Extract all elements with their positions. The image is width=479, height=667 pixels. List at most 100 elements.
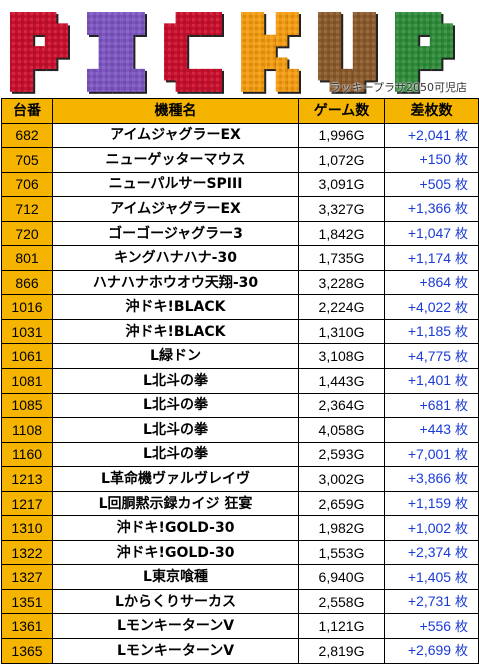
machine-number-cell: 705 bbox=[1, 147, 53, 173]
machine-number-cell: 1322 bbox=[1, 539, 53, 566]
coin-difference-cell: +864 枚 bbox=[384, 269, 479, 296]
coin-difference-cell: +1,401 枚 bbox=[384, 368, 479, 394]
coin-unit: 枚 bbox=[454, 619, 468, 635]
coin-difference-value: +1,159 bbox=[407, 495, 452, 512]
coin-difference-cell: +3,866 枚 bbox=[384, 466, 479, 492]
machine-name-cell: 沖ドキ!BLACK bbox=[52, 294, 299, 320]
coin-difference-value: +4,775 bbox=[407, 347, 452, 364]
machine-name-cell: 沖ドキ!BLACK bbox=[52, 318, 299, 345]
table-row: 712 アイムジャグラーEX 3,327G +1,366 枚 bbox=[1, 196, 479, 222]
coin-unit: 枚 bbox=[454, 521, 468, 537]
game-count-cell: 2,819G bbox=[298, 638, 385, 664]
table-row: 1365 LモンキーターンV 2,819G +2,699 枚 bbox=[1, 638, 479, 664]
machine-number-cell: 801 bbox=[1, 245, 53, 271]
coin-unit: 枚 bbox=[454, 128, 468, 144]
coin-unit: 枚 bbox=[454, 202, 468, 218]
game-count-cell: 3,228G bbox=[298, 269, 385, 296]
machine-number-cell: 1310 bbox=[1, 515, 53, 541]
table-row: 1108 L北斗の拳 4,058G +443 枚 bbox=[1, 417, 479, 443]
machine-name-cell: キングハナハナ-30 bbox=[52, 245, 299, 271]
coin-difference-cell: +1,405 枚 bbox=[384, 564, 479, 590]
machine-number-cell: 1365 bbox=[1, 638, 53, 664]
machine-name-cell: ニューパルサーSPIII bbox=[52, 171, 299, 198]
coin-unit: 枚 bbox=[454, 177, 468, 193]
table-row: 1081 L北斗の拳 1,443G +1,401 枚 bbox=[1, 368, 479, 394]
coin-difference-cell: +2,731 枚 bbox=[384, 588, 479, 615]
machine-number-cell: 720 bbox=[1, 220, 53, 247]
coin-unit: 枚 bbox=[454, 227, 468, 242]
table-header-row: 台番 機種名 ゲーム数 差枚数 bbox=[1, 98, 479, 124]
coin-difference-cell: +505 枚 bbox=[384, 171, 479, 198]
table-row: 1085 L北斗の拳 2,364G +681 枚 bbox=[1, 392, 479, 419]
machine-number-cell: 1085 bbox=[1, 392, 53, 419]
coin-difference-value: +2,699 bbox=[407, 642, 452, 659]
logo-letter-p bbox=[395, 12, 455, 94]
machine-number-cell: 1213 bbox=[1, 466, 53, 492]
game-count-cell: 3,327G bbox=[298, 196, 385, 222]
machine-number-cell: 706 bbox=[1, 171, 53, 198]
coin-difference-cell: +1,159 枚 bbox=[384, 490, 479, 517]
machine-name-cell: L回胴黙示録カイジ 狂宴 bbox=[52, 490, 299, 517]
logo-letter-k bbox=[241, 12, 301, 94]
coin-difference-value: +2,731 bbox=[407, 593, 452, 610]
pickup-table: 台番 機種名 ゲーム数 差枚数 682 アイムジャグラーEX 1,996G +2,04… bbox=[1, 98, 479, 664]
coin-difference-value: +505 bbox=[419, 175, 452, 192]
machine-number-cell: 1351 bbox=[1, 588, 53, 615]
machine-number-cell: 1217 bbox=[1, 490, 53, 517]
coin-difference-value: +4,022 bbox=[407, 298, 452, 315]
machine-name-cell: L緑ドン bbox=[52, 343, 299, 370]
game-count-cell: 2,659G bbox=[298, 490, 385, 517]
coin-unit: 枚 bbox=[454, 349, 468, 365]
machine-number-cell: 1160 bbox=[1, 441, 53, 468]
coin-difference-value: +1,401 bbox=[407, 372, 452, 389]
coin-difference-value: +3,866 bbox=[407, 470, 452, 487]
machine-name-cell: ニューゲッターマウス bbox=[52, 147, 299, 173]
table-row: 1327 L東京喰種 6,940G +1,405 枚 bbox=[1, 564, 479, 590]
machine-name-cell: L北斗の拳 bbox=[52, 441, 299, 468]
coin-difference-value: +681 bbox=[419, 396, 452, 413]
logo-letter-c bbox=[164, 12, 224, 94]
header-machine-name: 機種名 bbox=[52, 98, 299, 124]
table-row: 1213 L革命機ヴァルヴレイヴ 3,002G +3,866 枚 bbox=[1, 466, 479, 492]
game-count-cell: 1,982G bbox=[298, 515, 385, 541]
game-count-cell: 2,224G bbox=[298, 294, 385, 320]
store-name: ラッキープラザ2050可児店 bbox=[329, 81, 467, 94]
machine-name-cell: ハナハナホウオウ天翔-30 bbox=[52, 269, 299, 296]
table-row: 1217 L回胴黙示録カイジ 狂宴 2,659G +1,159 枚 bbox=[1, 490, 479, 517]
game-count-cell: 1,842G bbox=[298, 220, 385, 247]
game-count-cell: 6,940G bbox=[298, 564, 385, 590]
machine-name-cell: Lからくりサーカス bbox=[52, 588, 299, 615]
coin-difference-cell: +4,022 枚 bbox=[384, 294, 479, 320]
machine-number-cell: 1061 bbox=[1, 343, 53, 370]
coin-difference-value: +150 bbox=[419, 151, 452, 168]
coin-difference-value: +2,041 bbox=[407, 126, 452, 143]
coin-difference-value: +1,366 bbox=[407, 200, 452, 217]
coin-difference-cell: +556 枚 bbox=[384, 613, 479, 640]
header-coin-difference: 差枚数 bbox=[384, 98, 479, 124]
machine-number-cell: 1031 bbox=[1, 318, 53, 345]
game-count-cell: 1,310G bbox=[298, 318, 385, 345]
machine-name-cell: L北斗の拳 bbox=[52, 417, 299, 443]
coin-difference-value: +2,374 bbox=[407, 544, 452, 561]
machine-name-cell: L北斗の拳 bbox=[52, 392, 299, 419]
coin-difference-cell: +4,775 枚 bbox=[384, 343, 479, 370]
game-count-cell: 2,364G bbox=[298, 392, 385, 419]
coin-unit: 枚 bbox=[454, 325, 468, 341]
machine-name-cell: LモンキーターンV bbox=[52, 613, 299, 640]
machine-name-cell: 沖ドキ!GOLD-30 bbox=[52, 539, 299, 566]
table-row: 1361 LモンキーターンV 1,121G +556 枚 bbox=[1, 613, 479, 640]
table-row: 706 ニューパルサーSPIII 3,091G +505 枚 bbox=[1, 171, 479, 198]
machine-name-cell: アイムジャグラーEX bbox=[52, 122, 299, 149]
machine-number-cell: 1081 bbox=[1, 368, 53, 394]
pickup-banner: ラッキープラザ2050可児店 bbox=[0, 0, 479, 97]
machine-name-cell: L革命機ヴァルヴレイヴ bbox=[52, 466, 299, 492]
game-count-cell: 1,443G bbox=[298, 368, 385, 394]
coin-difference-value: +1,047 bbox=[407, 225, 452, 241]
coin-unit: 枚 bbox=[454, 423, 468, 439]
game-count-cell: 2,558G bbox=[298, 588, 385, 615]
table-body: 682 アイムジャグラーEX 1,996G +2,041 枚 705 ニューゲッターマウス… bbox=[1, 122, 479, 664]
game-count-cell: 2,593G bbox=[298, 441, 385, 468]
game-count-cell: 1,996G bbox=[298, 122, 385, 149]
coin-difference-cell: +1,047 枚 bbox=[384, 220, 479, 247]
machine-name-cell: LモンキーターンV bbox=[52, 638, 299, 664]
